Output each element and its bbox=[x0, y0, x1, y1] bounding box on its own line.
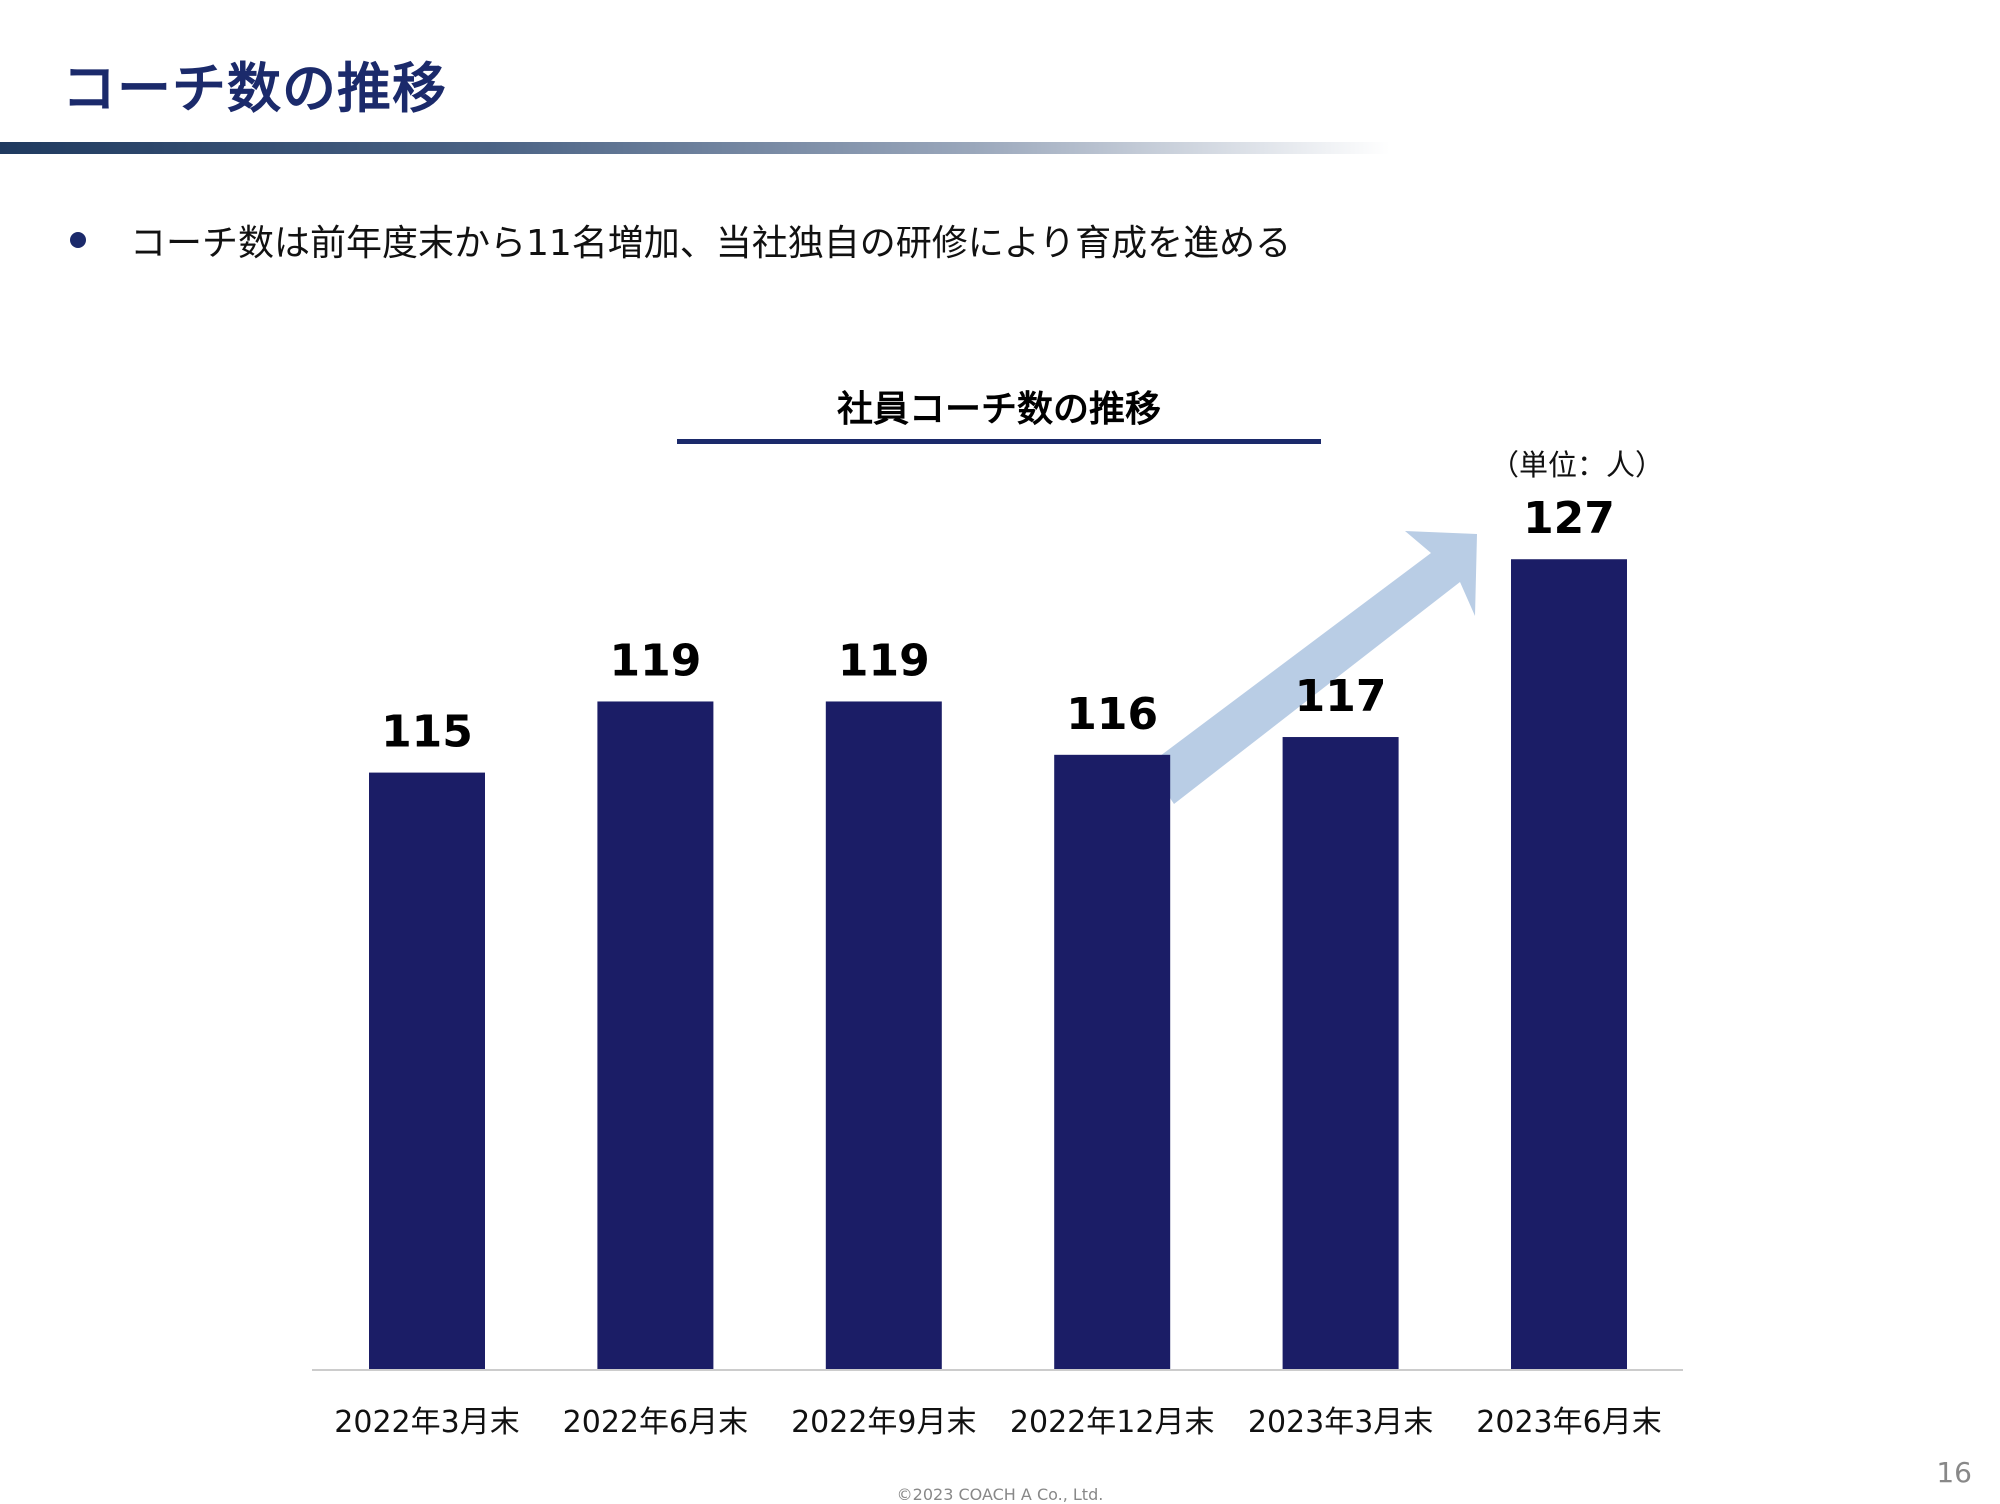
bar-1 bbox=[597, 701, 714, 1370]
bar-0 bbox=[369, 772, 485, 1370]
bar-3 bbox=[1054, 754, 1171, 1370]
x-tick-label-0: 2022年3月末 bbox=[334, 1405, 519, 1440]
bullet-text: コーチ数は前年度末から11名増加、当社独自の研修により育成を進める bbox=[130, 223, 1292, 264]
data-label-5: 127 bbox=[1523, 493, 1615, 544]
x-tick-label-4: 2023年3月末 bbox=[1248, 1405, 1433, 1440]
x-tick-label-3: 2022年12月末 bbox=[1010, 1405, 1215, 1440]
x-tick-label-1: 2022年6月末 bbox=[563, 1405, 748, 1440]
data-label-1: 119 bbox=[609, 635, 701, 686]
trend-arrow-icon bbox=[1148, 531, 1477, 804]
title-underline bbox=[0, 142, 1390, 154]
bar-4 bbox=[1282, 737, 1399, 1370]
data-label-0: 115 bbox=[381, 707, 473, 758]
x-tick-label-2: 2022年9月末 bbox=[791, 1405, 976, 1440]
bullet-dot-icon bbox=[70, 232, 86, 248]
unit-label: （単位：人） bbox=[1490, 448, 1665, 482]
bullet-point: コーチ数は前年度末から11名増加、当社独自の研修により育成を進める bbox=[70, 214, 1291, 266]
data-label-4: 117 bbox=[1295, 671, 1387, 722]
bar-2 bbox=[825, 701, 942, 1370]
copyright-text: ©2023 COACH A Co., Ltd. bbox=[896, 1485, 1104, 1504]
page-number: 16 bbox=[1936, 1456, 1972, 1489]
data-label-2: 119 bbox=[838, 635, 930, 686]
x-tick-label-5: 2023年6月末 bbox=[1476, 1405, 1661, 1440]
chart-title: 社員コーチ数の推移 bbox=[836, 389, 1161, 430]
page-title: コーチ数の推移 bbox=[62, 57, 447, 120]
data-label-3: 116 bbox=[1066, 689, 1158, 740]
bar-5 bbox=[1511, 559, 1627, 1370]
chart-title-underline bbox=[677, 439, 1321, 444]
